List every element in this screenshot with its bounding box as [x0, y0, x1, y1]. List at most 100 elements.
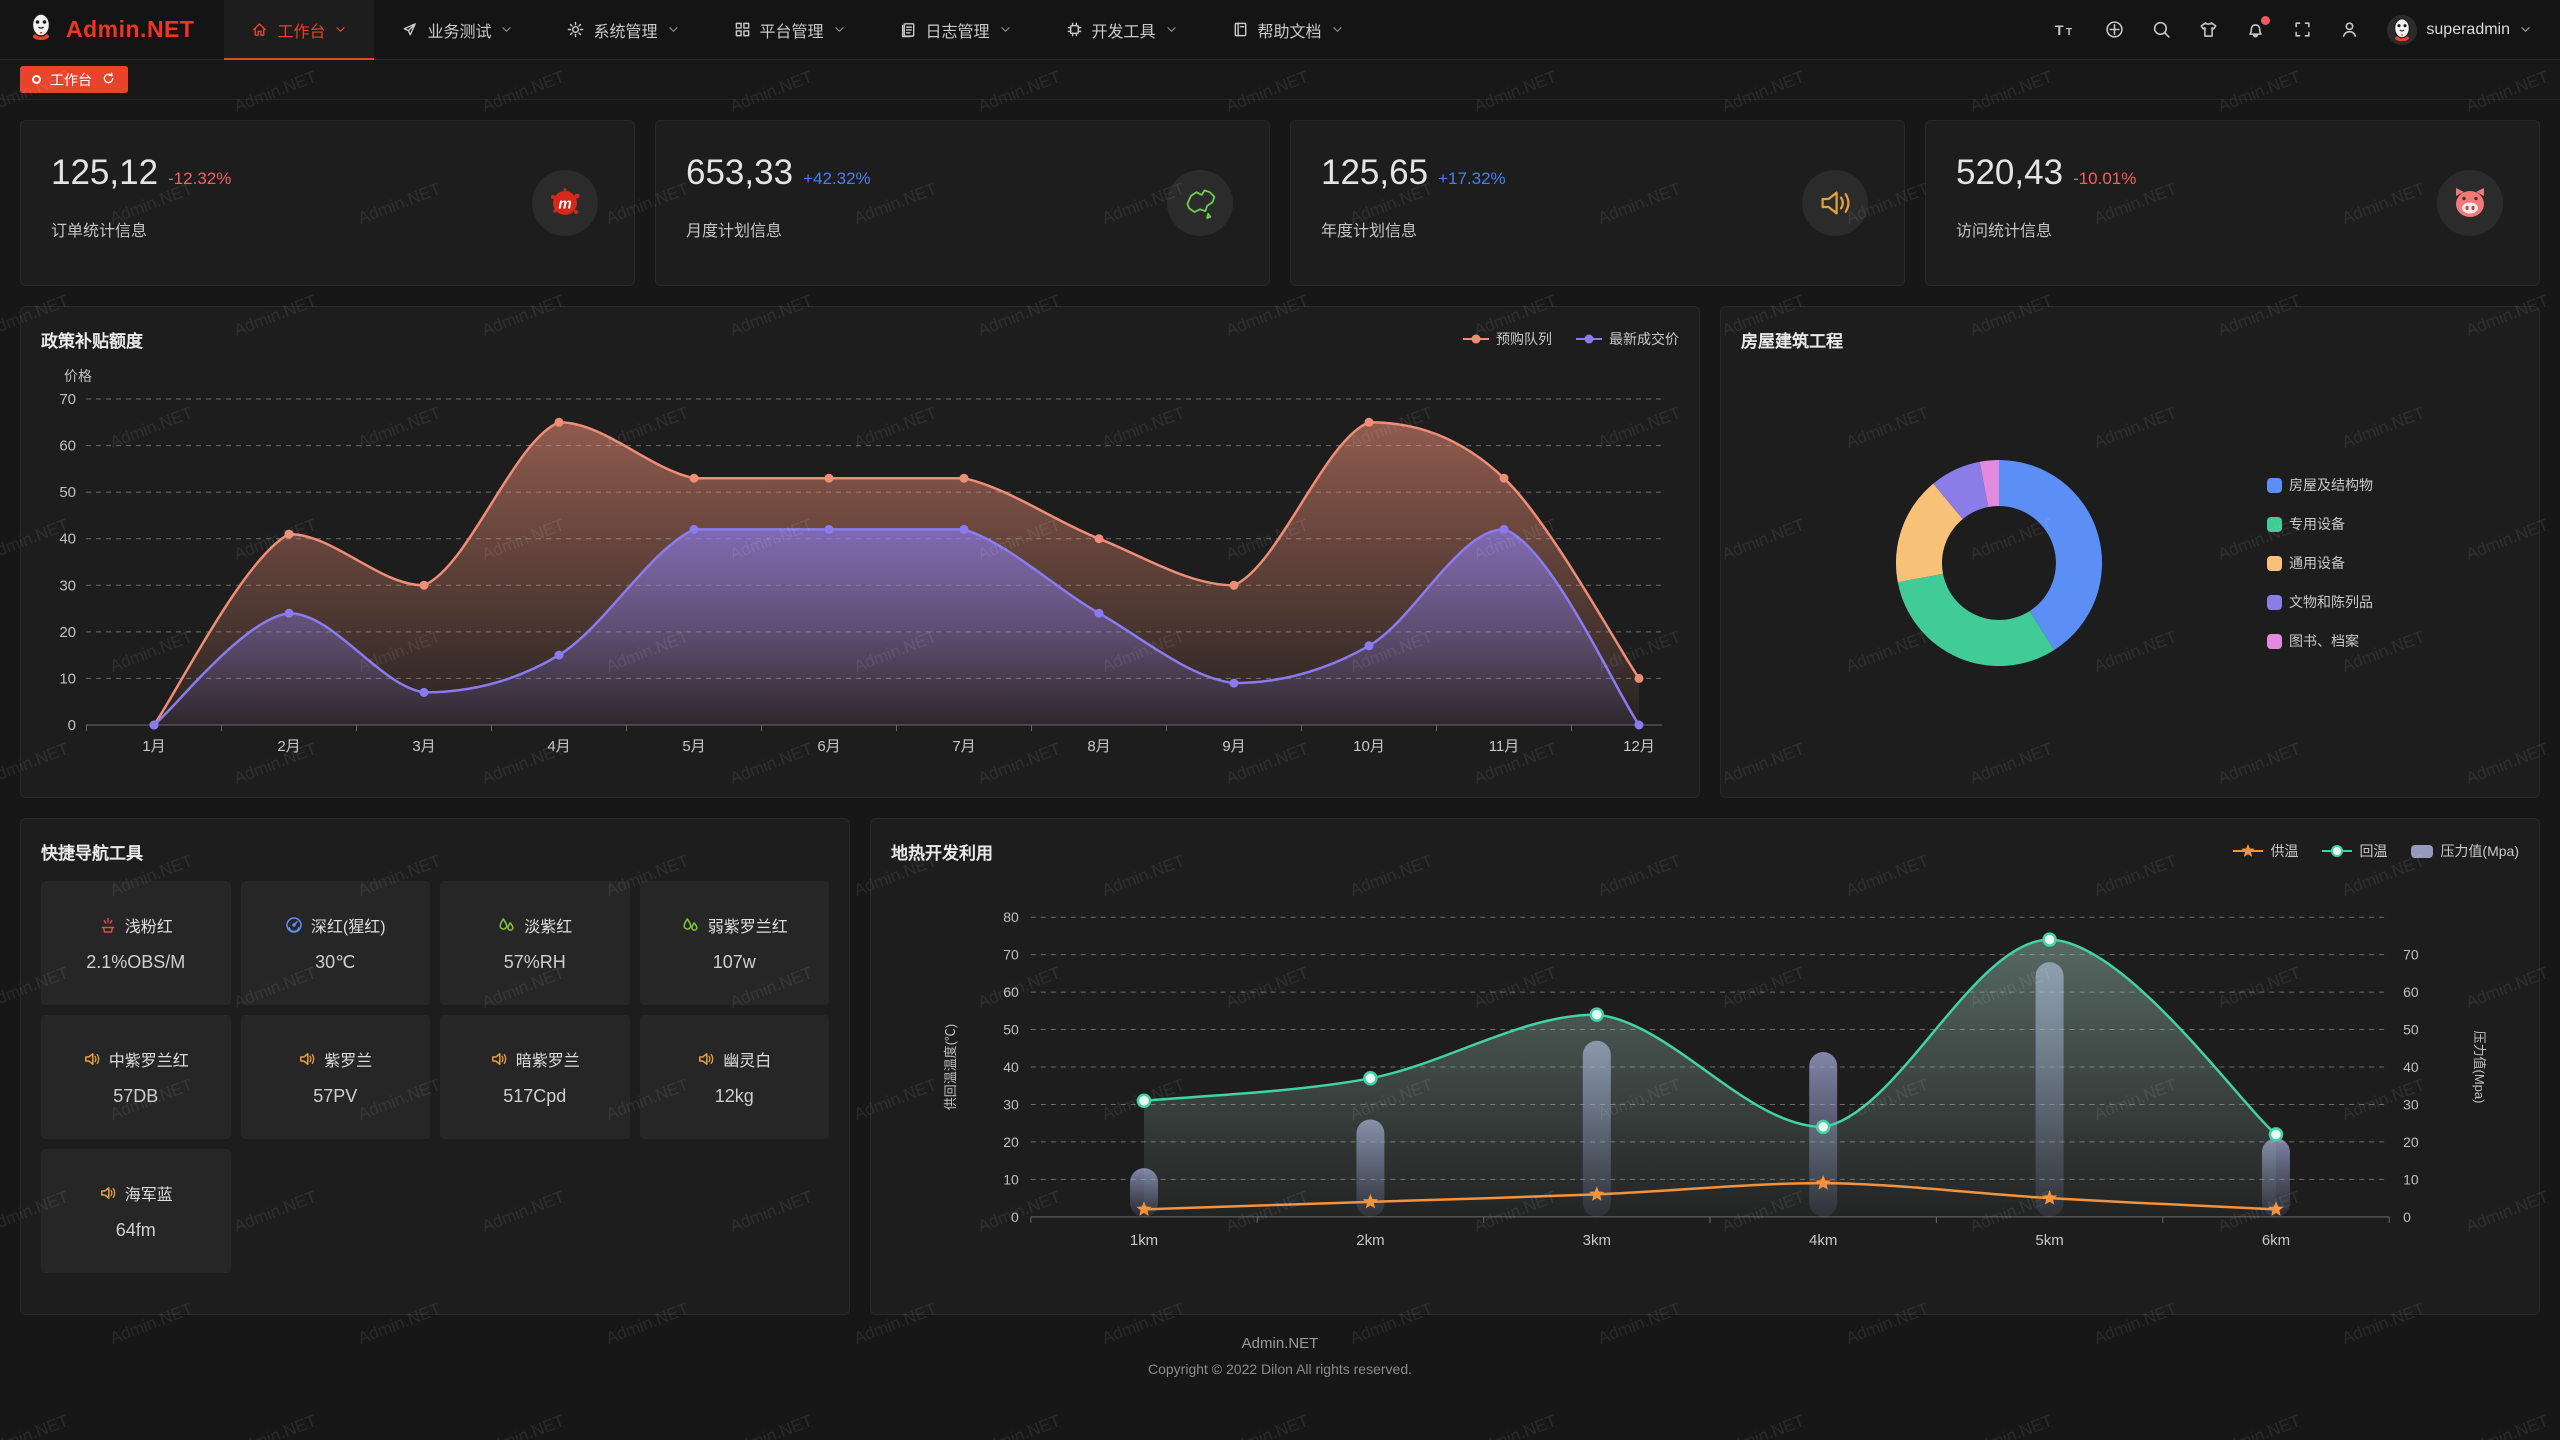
- legend-item-1[interactable]: 房屋及结构物: [2267, 475, 2373, 495]
- housing-donut-chart: [1895, 459, 2103, 667]
- stat-label: 访问统计信息: [1956, 223, 2053, 240]
- svg-text:10: 10: [1003, 1171, 1019, 1187]
- legend-swatch: [2267, 477, 2282, 493]
- svg-text:7月: 7月: [952, 738, 975, 755]
- panel-subsidy-chart: 政策补贴额度 预购队列 最新成交价 0 10 20 30 40 50 60 70 价格 1月 2月 3月…: [20, 306, 1707, 798]
- watermark-text: Admin.NET: [1719, 1411, 1808, 1440]
- brand[interactable]: Admin.NET: [0, 12, 224, 47]
- fullscreen-icon[interactable]: [2293, 20, 2312, 39]
- legend-item-2[interactable]: 专用设备: [2267, 514, 2373, 534]
- penguin-logo-icon: [26, 12, 56, 47]
- tab-workbench[interactable]: 工作台: [20, 66, 128, 93]
- refresh-icon[interactable]: [101, 71, 116, 89]
- search-icon[interactable]: [2152, 20, 2171, 39]
- theme-icon[interactable]: [2199, 20, 2218, 39]
- speaker-icon: [697, 1050, 715, 1068]
- legend-item-4[interactable]: 文物和陈列品: [2267, 592, 2373, 612]
- quick-nav-item-8[interactable]: 幽灵白 12kg: [639, 1015, 829, 1139]
- nav-menu-item-4[interactable]: 平台管理: [707, 0, 873, 60]
- legend-item-1[interactable]: 预购队列: [1463, 329, 1552, 349]
- quick-nav-item-2[interactable]: 深红(猩红) 30℃: [240, 881, 430, 1005]
- stat-label: 月度计划信息: [686, 223, 783, 240]
- chevron-down-icon: [999, 23, 1012, 36]
- user-icon[interactable]: [2340, 20, 2359, 39]
- watermark-text: Admin.NET: [479, 1411, 568, 1440]
- language-icon[interactable]: [2105, 20, 2124, 39]
- svg-text:10: 10: [2403, 1171, 2419, 1187]
- svg-text:5km: 5km: [2035, 1232, 2063, 1249]
- stat-cards-row: 125,12 -12.32% 订单统计信息 m 653,33 +42.32% 月…: [20, 120, 2540, 286]
- quick-nav-item-3[interactable]: 淡紫红 57%RH: [440, 881, 630, 1005]
- nav-menu-item-2[interactable]: 业务测试: [374, 0, 540, 60]
- svg-text:4km: 4km: [1809, 1232, 1837, 1249]
- china-map-icon: [1167, 170, 1233, 236]
- quick-nav-item-1[interactable]: 浅粉红 2.1%OBS/M: [41, 881, 231, 1005]
- watermark-text: Admin.NET: [1471, 1411, 1560, 1440]
- legend-label: 专用设备: [2289, 516, 2345, 532]
- legend-swatch: [2267, 555, 2282, 571]
- legend-item-3[interactable]: 通用设备: [2267, 553, 2373, 573]
- nav-menu-item-1[interactable]: 工作台: [224, 0, 375, 60]
- svg-text:9月: 9月: [1222, 738, 1245, 755]
- watermark-text: Admin.NET: [2215, 1411, 2304, 1440]
- quick-nav-name: 淡紫红: [524, 919, 573, 936]
- chevron-down-icon: [334, 23, 347, 36]
- mixcloud-icon: m: [532, 170, 598, 236]
- quick-nav-item-9[interactable]: 海军蓝 64fm: [41, 1149, 231, 1273]
- stat-delta: +17.32%: [1438, 169, 1506, 188]
- chevron-down-icon: [667, 23, 680, 36]
- nav-menu-item-3[interactable]: 系统管理: [540, 0, 706, 60]
- quick-nav-item-6[interactable]: 紫罗兰 57PV: [240, 1015, 430, 1139]
- quick-nav-value: 57PV: [313, 1086, 358, 1106]
- nav-menu-item-5[interactable]: 日志管理: [873, 0, 1039, 60]
- watermark-text: Admin.NET: [727, 1411, 816, 1440]
- donut-legend: 房屋及结构物专用设备通用设备文物和陈列品 图书、档案: [2267, 475, 2373, 651]
- notification-icon[interactable]: [2246, 16, 2271, 39]
- speaker-icon: [298, 1050, 316, 1068]
- legend-item-2[interactable]: 最新成交价: [1576, 329, 1679, 349]
- quick-nav-name: 深红(猩红): [310, 919, 386, 936]
- quick-nav-name: 弱紫罗兰红: [707, 919, 788, 936]
- svg-text:2月: 2月: [277, 738, 300, 755]
- nav-menu-label: 日志管理: [925, 23, 990, 41]
- quick-nav-item-7[interactable]: 暗紫罗兰 517Cpd: [440, 1015, 630, 1139]
- chevron-down-icon: [500, 23, 513, 36]
- legend-swatch: [2267, 633, 2282, 649]
- svg-text:70: 70: [2403, 947, 2419, 963]
- panel-title: 地热开发利用: [891, 843, 993, 863]
- username: superadmin: [2426, 20, 2510, 38]
- nav-menu-item-6[interactable]: 开发工具: [1039, 0, 1205, 60]
- legend-marker-icon: [1463, 334, 1489, 344]
- quick-nav-item-4[interactable]: 弱紫罗兰红 107w: [639, 881, 829, 1005]
- panel-geothermal-chart: 地热开发利用 供温 回温 压力值(Mpa) 0 10 20 30 40 50 60 70 80 0 10…: [870, 818, 2540, 1315]
- legend-item-5[interactable]: 图书、档案: [2267, 631, 2373, 651]
- watermark-text: Admin.NET: [231, 1411, 320, 1440]
- svg-text:T: T: [2066, 27, 2072, 38]
- legend-item-3[interactable]: 压力值(Mpa): [2411, 841, 2519, 861]
- svg-text:70: 70: [1003, 947, 1019, 963]
- stat-delta: -12.32%: [168, 169, 232, 188]
- svg-text:60: 60: [59, 438, 76, 455]
- panel-title: 快捷导航工具: [41, 843, 143, 863]
- svg-text:0: 0: [2403, 1209, 2411, 1225]
- quick-nav-value: 64fm: [115, 1220, 156, 1240]
- nav-menu-label: 开发工具: [1091, 23, 1156, 41]
- quick-nav-value: 57DB: [113, 1086, 159, 1106]
- legend-item-2[interactable]: 回温: [2322, 841, 2387, 861]
- chart-legend: 供温 回温 压力值(Mpa): [2233, 841, 2519, 861]
- avatar: [2387, 14, 2418, 45]
- bottom-row: 快捷导航工具 浅粉红 2.1%OBS/M 深红(猩红) 30℃ 淡紫红 57%RH 弱…: [20, 818, 2540, 1315]
- speaker-icon: [1802, 170, 1868, 236]
- user-menu[interactable]: superadmin: [2387, 14, 2532, 45]
- quick-nav-item-5[interactable]: 中紫罗兰红 57DB: [41, 1015, 231, 1139]
- nav-menu-item-7[interactable]: 帮助文档: [1205, 0, 1371, 60]
- watermark-text: Admin.NET: [1967, 1411, 2056, 1440]
- svg-text:20: 20: [59, 624, 76, 641]
- nav-menu-label: 业务测试: [427, 23, 492, 41]
- svg-text:40: 40: [59, 531, 76, 548]
- legend-item-1[interactable]: 供温: [2233, 841, 2298, 861]
- active-dot-icon: [32, 75, 41, 84]
- svg-text:1km: 1km: [1130, 1232, 1158, 1249]
